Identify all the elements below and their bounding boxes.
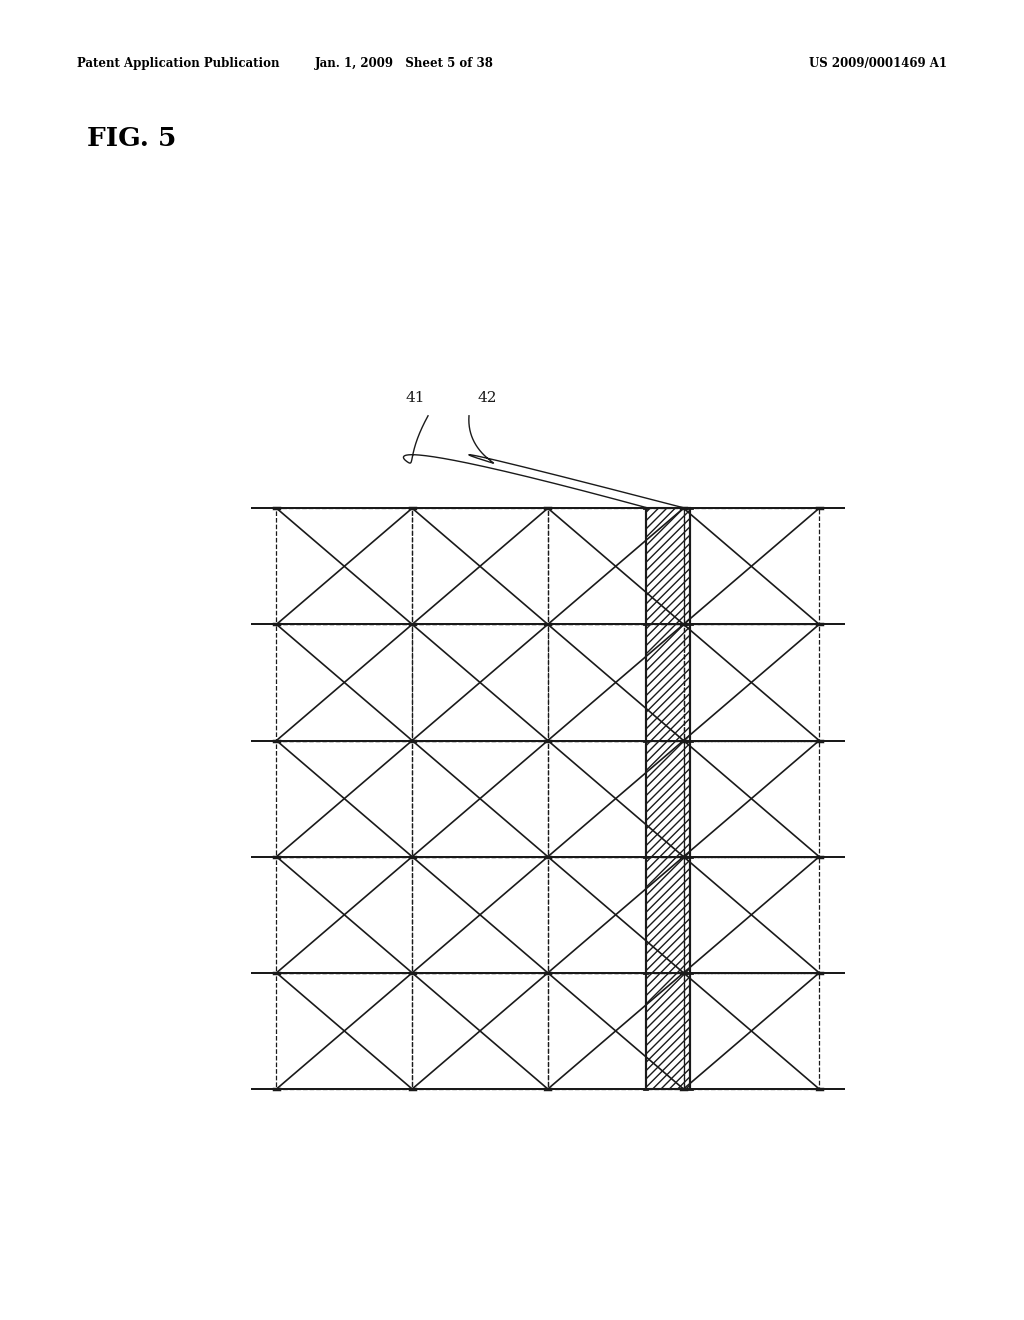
Bar — [684, 973, 819, 1089]
Text: Jan. 1, 2009   Sheet 5 of 38: Jan. 1, 2009 Sheet 5 of 38 — [315, 57, 494, 70]
Bar — [276, 857, 412, 973]
Text: 42: 42 — [477, 391, 498, 405]
Bar — [276, 508, 412, 624]
Text: Patent Application Publication: Patent Application Publication — [77, 57, 280, 70]
Bar — [276, 973, 412, 1089]
Bar — [684, 741, 819, 857]
Bar — [548, 741, 684, 857]
Text: FIG. 5: FIG. 5 — [87, 127, 176, 150]
Bar — [548, 508, 684, 624]
Bar — [412, 857, 548, 973]
Bar — [548, 624, 684, 741]
Bar — [684, 857, 819, 973]
Bar — [548, 973, 684, 1089]
Bar — [412, 741, 548, 857]
Bar — [276, 624, 412, 741]
Bar — [645, 508, 690, 1089]
Bar — [412, 973, 548, 1089]
Bar — [412, 624, 548, 741]
Bar — [684, 624, 819, 741]
Bar — [276, 741, 412, 857]
Text: US 2009/0001469 A1: US 2009/0001469 A1 — [809, 57, 947, 70]
Bar — [684, 508, 819, 624]
Bar — [412, 508, 548, 624]
Bar — [548, 857, 684, 973]
Text: 41: 41 — [406, 391, 426, 405]
